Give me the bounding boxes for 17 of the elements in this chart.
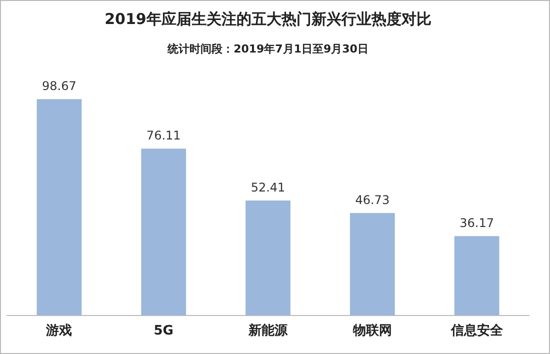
bar <box>246 200 290 316</box>
x-tick-label: 新能源 <box>248 322 288 339</box>
bar <box>454 236 500 316</box>
chart-title: 2019年应届生关注的五大热门新兴行业热度对比 <box>104 10 432 28</box>
bar <box>141 148 186 316</box>
data-label: 76.11 <box>146 128 181 143</box>
data-label: 36.17 <box>460 216 494 230</box>
x-tick-label: 物联网 <box>352 324 392 339</box>
data-label: 46.73 <box>355 193 390 208</box>
x-tick-label: 信息安全 <box>450 322 504 339</box>
data-label: 52.41 <box>250 180 286 195</box>
data-label: 98.67 <box>42 79 76 94</box>
x-tick-label: 5G <box>154 324 174 339</box>
bar <box>36 99 82 316</box>
bar <box>350 212 395 316</box>
x-tick-label: 游戏 <box>45 324 72 339</box>
chart-subtitle: 统计时间段：2019年7月1日至9月30日 <box>166 42 368 56</box>
